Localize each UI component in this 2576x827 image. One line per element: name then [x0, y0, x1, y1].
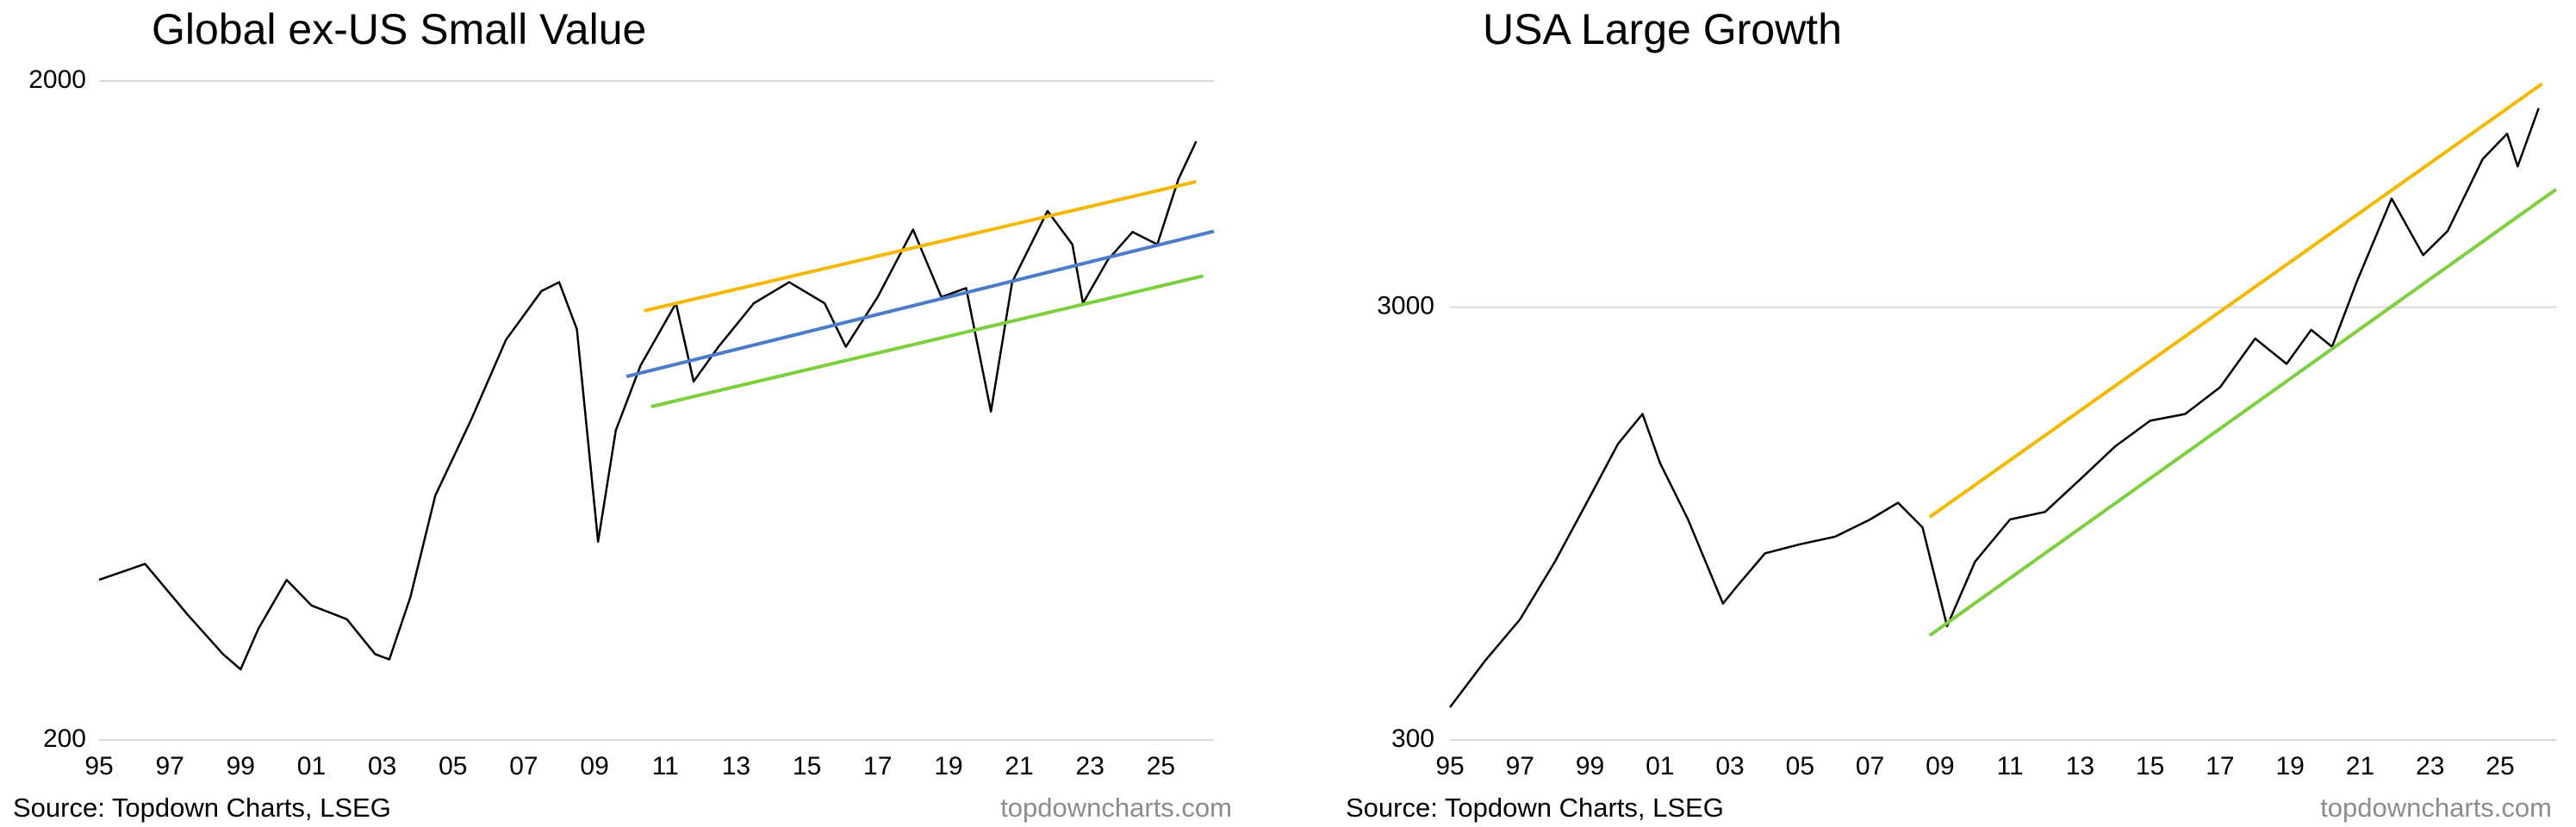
y-tick-label: 300	[1391, 724, 1434, 753]
x-tick-label: 19	[934, 752, 962, 780]
y-tick-label: 200	[43, 724, 86, 753]
x-tick-label: 97	[1506, 752, 1534, 780]
source-note: Source: Topdown Charts, LSEG	[1346, 793, 1724, 823]
x-tick-label: 11	[1997, 752, 2024, 780]
trend-line	[650, 274, 1204, 408]
chart-title: USA Large Growth	[1483, 5, 1842, 53]
trend-line	[625, 229, 1215, 379]
x-tick-label: 01	[297, 752, 326, 780]
x-tick-label: 95	[1435, 752, 1464, 780]
x-tick-label: 11	[652, 752, 679, 780]
watermark: topdowncharts.com	[2320, 793, 2552, 823]
x-tick-label: 07	[1856, 752, 1884, 780]
x-tick-label: 17	[2206, 752, 2234, 780]
x-tick-label: 01	[1646, 752, 1674, 780]
x-tick-label: 03	[368, 752, 396, 780]
x-tick-label: 99	[1576, 752, 1604, 780]
x-tick-label: 95	[84, 752, 113, 780]
x-tick-label: 09	[580, 752, 608, 780]
x-tick-label: 99	[227, 752, 255, 780]
source-note: Source: Topdown Charts, LSEG	[13, 793, 391, 823]
x-tick-label: 25	[2486, 752, 2514, 780]
chart-title: Global ex-US Small Value	[152, 5, 646, 53]
trend-line	[1928, 82, 2543, 519]
x-tick-label: 07	[509, 752, 538, 780]
x-tick-label: 25	[1147, 752, 1175, 780]
x-tick-label: 97	[155, 752, 184, 780]
x-tick-label: 19	[2276, 752, 2305, 780]
trend-line	[644, 179, 1197, 313]
x-tick-label: 13	[722, 752, 750, 780]
x-tick-label: 23	[1076, 752, 1104, 780]
y-tick-label: 2000	[28, 65, 86, 94]
x-tick-label: 15	[793, 752, 821, 780]
x-tick-label: 05	[1786, 752, 1814, 780]
watermark: topdowncharts.com	[1000, 793, 1232, 823]
price-line	[1449, 108, 2540, 708]
trend-line	[1928, 188, 2558, 637]
x-tick-label: 03	[1715, 752, 1744, 780]
x-tick-label: 09	[1926, 752, 1954, 780]
x-tick-label: 23	[2416, 752, 2444, 780]
x-tick-label: 13	[2066, 752, 2094, 780]
x-tick-label: 05	[439, 752, 467, 780]
x-tick-label: 15	[2136, 752, 2164, 780]
x-tick-label: 17	[863, 752, 892, 780]
y-tick-label: 3000	[1377, 292, 1434, 320]
x-tick-label: 21	[2346, 752, 2374, 780]
x-tick-label: 21	[1005, 752, 1033, 780]
